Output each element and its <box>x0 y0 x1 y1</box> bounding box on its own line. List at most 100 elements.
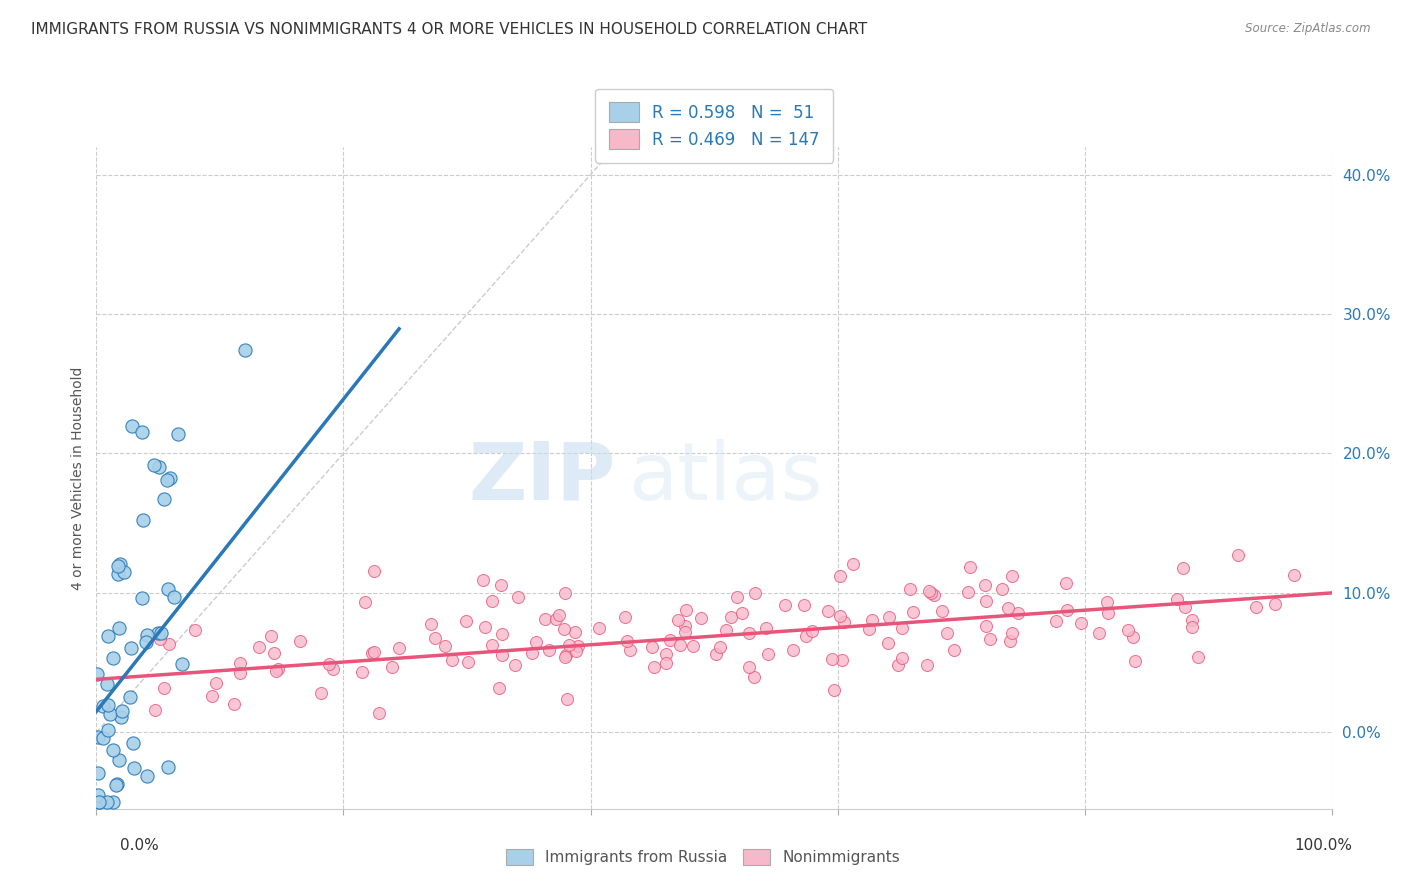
Point <box>744 670 766 684</box>
Point <box>152 681 174 696</box>
Point <box>454 615 477 629</box>
Point <box>508 591 530 605</box>
Y-axis label: 4 or more Vehicles in Household: 4 or more Vehicles in Household <box>72 367 86 590</box>
Text: Source: ZipAtlas.com: Source: ZipAtlas.com <box>1246 22 1371 36</box>
Point <box>555 692 578 706</box>
Point <box>614 609 637 624</box>
Point <box>655 647 678 661</box>
Point <box>148 459 170 474</box>
Point <box>756 647 779 661</box>
Point <box>554 586 576 600</box>
Point <box>538 643 561 657</box>
Point <box>97 723 120 738</box>
Point <box>122 736 145 750</box>
Point <box>120 640 142 655</box>
Point <box>725 591 748 605</box>
Point <box>1056 603 1078 617</box>
Point <box>107 558 129 573</box>
Point <box>1000 633 1022 648</box>
Text: 100.0%: 100.0% <box>1295 838 1353 853</box>
Point <box>730 606 752 620</box>
Point <box>544 612 567 626</box>
Point <box>817 604 839 618</box>
Point <box>381 660 404 674</box>
Point <box>229 665 252 680</box>
Point <box>290 634 312 648</box>
Point <box>420 617 443 632</box>
Point <box>720 610 742 624</box>
Point <box>891 651 914 665</box>
Point <box>655 656 678 670</box>
Point <box>555 648 578 663</box>
Point <box>673 625 696 640</box>
Point <box>91 699 114 714</box>
Point <box>425 631 447 645</box>
Text: 0.0%: 0.0% <box>120 838 159 853</box>
Point <box>488 681 510 695</box>
Point <box>1070 616 1092 631</box>
Point <box>524 634 547 648</box>
Point <box>1054 576 1077 591</box>
Point <box>557 638 579 652</box>
Point <box>86 788 108 802</box>
Point <box>675 603 697 617</box>
Point <box>658 632 681 647</box>
Text: IMMIGRANTS FROM RUSSIA VS NONIMMIGRANTS 4 OR MORE VEHICLES IN HOUSEHOLD CORRELAT: IMMIGRANTS FROM RUSSIA VS NONIMMIGRANTS … <box>31 22 868 37</box>
Point <box>564 624 586 639</box>
Point <box>1181 613 1204 627</box>
Point <box>709 640 731 655</box>
Point <box>103 795 125 809</box>
Point <box>352 665 374 679</box>
Point <box>1227 548 1250 562</box>
Point <box>96 795 118 809</box>
Point <box>489 578 512 592</box>
Point <box>121 419 143 434</box>
Point <box>318 657 340 671</box>
Point <box>922 588 945 602</box>
Point <box>167 427 190 442</box>
Point <box>131 425 153 440</box>
Point <box>876 635 898 649</box>
Point <box>886 657 908 672</box>
Point <box>91 731 114 745</box>
Point <box>1097 606 1119 620</box>
Point <box>474 620 496 634</box>
Point <box>918 583 941 598</box>
Point <box>132 513 155 527</box>
Point <box>98 707 121 722</box>
Point <box>979 632 1001 646</box>
Point <box>87 766 110 780</box>
Point <box>782 643 804 657</box>
Point <box>87 731 110 745</box>
Point <box>716 624 738 638</box>
Point <box>111 704 134 718</box>
Point <box>264 664 287 678</box>
Point <box>159 471 181 485</box>
Point <box>1045 614 1067 628</box>
Point <box>901 605 924 619</box>
Point <box>942 643 965 657</box>
Point <box>1166 592 1188 607</box>
Point <box>157 760 180 774</box>
Point <box>118 690 141 705</box>
Point <box>959 560 981 574</box>
Point <box>931 604 953 618</box>
Legend: Immigrants from Russia, Nonimmigrants: Immigrants from Russia, Nonimmigrants <box>499 843 907 871</box>
Point <box>86 667 108 681</box>
Point <box>643 660 665 674</box>
Point <box>97 629 120 643</box>
Point <box>793 598 815 612</box>
Point <box>471 573 494 587</box>
Point <box>831 653 853 667</box>
Point <box>1007 606 1029 620</box>
Point <box>157 582 180 597</box>
Point <box>260 629 283 643</box>
Point <box>801 624 824 638</box>
Point <box>146 626 169 640</box>
Point <box>1187 649 1209 664</box>
Point <box>1001 569 1024 583</box>
Point <box>534 612 557 626</box>
Point <box>935 626 957 640</box>
Point <box>976 594 998 608</box>
Point <box>153 492 176 507</box>
